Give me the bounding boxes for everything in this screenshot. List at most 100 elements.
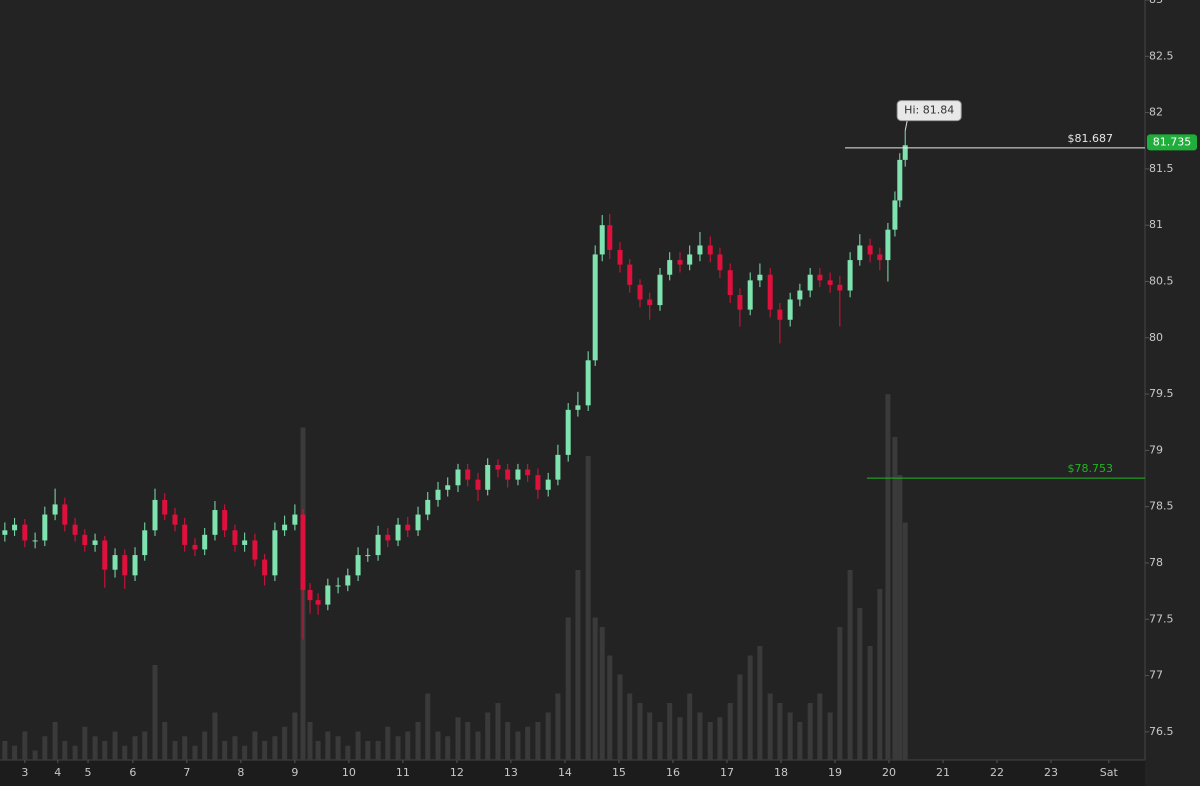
y-tick-label: 79 [1149,443,1163,456]
candle-body [182,524,188,545]
candle-body [525,469,531,476]
volume-bar [707,722,713,760]
volume-bar [282,726,288,760]
volume-bar [12,745,18,760]
volume-bar [222,741,228,760]
x-tick-label: 12 [450,766,464,779]
y-tick-label: 78 [1149,556,1163,569]
y-tick-label: 76.5 [1149,725,1174,738]
volume-bar [345,745,351,760]
high-tag [896,100,962,122]
volume-bar [617,674,623,760]
candle-body [12,524,18,531]
candle-body [717,254,723,271]
volume-bar [607,655,613,760]
candle-body [897,159,903,201]
candle-body [112,555,118,570]
y-tick-label: 82.5 [1149,49,1174,62]
volume-bar [877,589,883,760]
candle-body [617,249,623,265]
volume-bar [307,722,313,760]
candle-body [687,254,693,265]
volume-bar [232,736,238,760]
last-price-tag [1147,134,1197,151]
x-tick-label: 21 [936,766,950,779]
volume-bar [667,703,673,760]
candle-body [677,260,683,265]
y-tick-label: 82 [1149,106,1163,119]
volume-bar [555,693,561,760]
x-tick-label: 8 [237,766,244,779]
candle-body [627,264,633,285]
volume-bar [62,741,68,760]
y-tick-label: 77 [1149,669,1163,682]
high-pointer [904,120,908,131]
candle-body [232,530,238,545]
candle-body [767,274,773,310]
candle-body [375,534,381,556]
candle-body [555,454,561,480]
volume-bar [52,722,58,760]
y-tick-label: 78.5 [1149,500,1174,513]
volume-bar [212,712,218,760]
volume-bar [315,741,321,760]
candle-body [42,514,48,541]
volume-bar [202,731,208,760]
volume-bar [325,731,331,760]
y-tick-label: 81 [1149,218,1163,231]
candle-body [892,200,898,230]
candle-body [142,530,148,556]
candle-body [122,555,128,576]
volume-bar [717,717,723,760]
candle-body [62,504,68,525]
volume-bar [592,617,598,760]
x-tick-label: 15 [612,766,626,779]
candle-body [272,530,278,576]
candle-body [365,555,371,557]
volume-bar [817,693,823,760]
volume-bar [857,608,863,760]
volume-bar [435,731,441,760]
volume-bar [405,731,411,760]
candle-body [2,530,8,535]
volume-bar [599,627,605,760]
x-tick-label: 19 [828,766,842,779]
x-tick-label: 9 [291,766,298,779]
volume-bar [475,731,481,760]
candle-body [747,280,753,310]
volume-bar [262,741,268,760]
volume-bar [365,741,371,760]
x-tick-label: 6 [129,766,136,779]
x-tick-label: 5 [85,766,92,779]
candle-body [32,540,38,542]
x-tick-label: 16 [666,766,680,779]
candle-body [22,524,28,541]
candle-body [707,245,713,255]
volume-bar [132,736,138,760]
candle-body [902,145,908,160]
volume-bar [885,394,891,760]
volume-bar [102,741,108,760]
candle-body [385,534,391,541]
volume-bar [777,703,783,760]
volume-bar [395,736,401,760]
candle-body [172,514,178,525]
candle-body [475,479,481,490]
volume-bar [757,646,763,760]
candle-body [877,254,883,261]
volume-bar [767,693,773,760]
candle-body [435,489,441,500]
price-line-label: $81.687 [1068,132,1114,145]
volume-bar [627,693,633,760]
volume-bar [42,736,48,760]
volume-bar [192,745,198,760]
y-tick-label: 80 [1149,331,1163,344]
candle-body [192,544,198,550]
candle-body [485,465,491,490]
volume-bar [152,665,158,760]
volume-bar [375,741,381,760]
x-tick-label: 7 [183,766,190,779]
y-tick-label: 80.5 [1149,274,1174,287]
volume-bar [172,741,178,760]
